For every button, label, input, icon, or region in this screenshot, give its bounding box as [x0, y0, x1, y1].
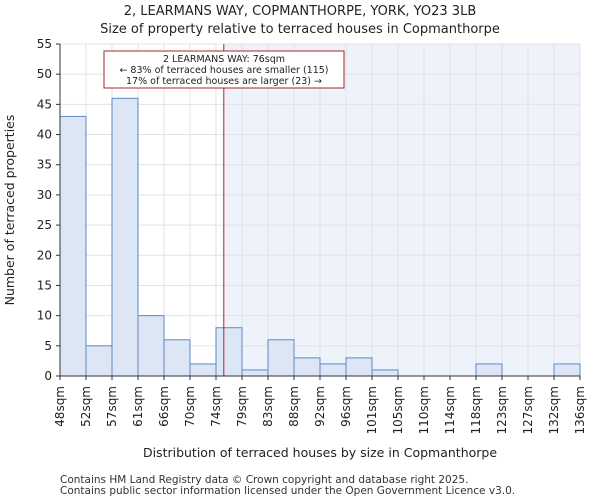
- x-tick-label-118sqm: 118sqm: [469, 386, 483, 434]
- x-tick-label-136sqm: 136sqm: [573, 386, 587, 434]
- x-tick-label-79sqm: 79sqm: [235, 386, 249, 427]
- y-tick-label: 20: [37, 248, 52, 262]
- x-tick-label-83sqm: 83sqm: [261, 386, 275, 427]
- y-tick-label: 15: [37, 278, 52, 292]
- x-tick-label-66sqm: 66sqm: [157, 386, 171, 427]
- y-tick-label: 50: [37, 67, 52, 81]
- x-tick-label-110sqm: 110sqm: [417, 386, 431, 434]
- chart-subtitle: Size of property relative to terraced ho…: [100, 22, 500, 37]
- y-axis-label: Number of terraced properties: [2, 115, 17, 306]
- y-tick-label: 5: [44, 339, 52, 353]
- bar-92sqm: [319, 363, 347, 377]
- y-tick-label: 35: [37, 158, 52, 172]
- y-tick-label: 30: [37, 188, 52, 202]
- bar-118sqm: [475, 363, 503, 377]
- y-tick-label: 0: [44, 369, 52, 383]
- y-tick-label: 55: [37, 37, 52, 51]
- bar-48sqm: [59, 115, 87, 377]
- x-axis-label: Distribution of terraced houses by size …: [143, 445, 497, 460]
- x-tick-label-127sqm: 127sqm: [521, 386, 535, 434]
- x-tick-label-52sqm: 52sqm: [79, 386, 93, 427]
- x-tick-label-61sqm: 61sqm: [131, 386, 145, 427]
- bar-132sqm: [553, 363, 581, 377]
- footer-line-1: Contains HM Land Registry data © Crown c…: [60, 474, 469, 486]
- bar-61sqm: [137, 315, 165, 377]
- x-tick-label-101sqm: 101sqm: [365, 386, 379, 434]
- bar-74sqm: [215, 327, 243, 377]
- x-tick-label-70sqm: 70sqm: [183, 386, 197, 427]
- bar-57sqm: [111, 97, 139, 377]
- bar-70sqm: [189, 363, 217, 377]
- x-tick-label-57sqm: 57sqm: [105, 386, 119, 427]
- bar-96sqm: [345, 357, 373, 377]
- y-tick-label: 45: [37, 97, 52, 111]
- annotation-line-3: 17% of terraced houses are larger (23) →: [126, 76, 322, 87]
- bar-66sqm: [163, 339, 191, 377]
- x-tick-label-48sqm: 48sqm: [53, 386, 67, 427]
- y-tick-label: 25: [37, 218, 52, 232]
- bar-52sqm: [85, 345, 113, 377]
- x-tick-label-123sqm: 123sqm: [495, 386, 509, 434]
- annotation-line-1: 2 LEARMANS WAY: 76sqm: [163, 54, 285, 65]
- x-tick-label-88sqm: 88sqm: [287, 386, 301, 427]
- x-tick-label-114sqm: 114sqm: [443, 386, 457, 434]
- bar-101sqm: [371, 369, 399, 377]
- bar-88sqm: [293, 357, 321, 377]
- y-tick-label: 40: [37, 128, 52, 142]
- x-tick-label-132sqm: 132sqm: [547, 386, 561, 434]
- x-tick-label-92sqm: 92sqm: [313, 386, 327, 427]
- x-tick-label-96sqm: 96sqm: [339, 386, 353, 427]
- x-tick-label-74sqm: 74sqm: [209, 386, 223, 427]
- annotation-line-2: ← 83% of terraced houses are smaller (11…: [119, 65, 328, 76]
- chart-title: 2, LEARMANS WAY, COPMANTHORPE, YORK, YO2…: [123, 4, 477, 19]
- y-tick-label: 10: [37, 309, 52, 323]
- highlight-region: [223, 44, 581, 376]
- bar-79sqm: [241, 369, 269, 377]
- x-tick-label-105sqm: 105sqm: [391, 386, 405, 434]
- bar-83sqm: [267, 339, 295, 377]
- footer-line-2: Contains public sector information licen…: [60, 485, 516, 497]
- annotation-box: [103, 50, 345, 89]
